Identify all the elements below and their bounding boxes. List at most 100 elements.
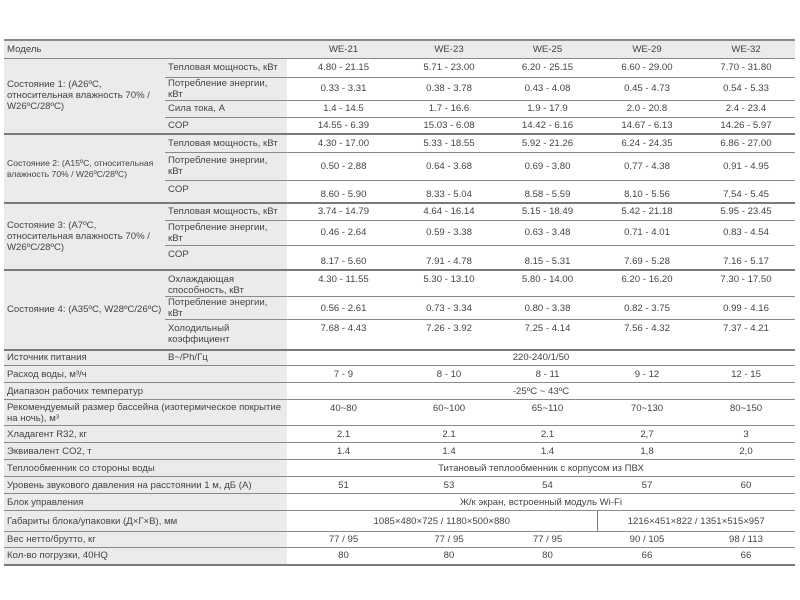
value-cell: 65~110 (498, 399, 597, 426)
value-cell: 7.91 - 4.78 (400, 245, 498, 271)
spec-label: Блок управления (4, 493, 287, 511)
value-cell: 54 (498, 476, 597, 494)
value-cell: 1.4 (498, 442, 597, 460)
value-cell: 0.91 - 4.95 (697, 152, 795, 181)
value-cell: 66 (697, 547, 795, 566)
value-cell: 0.54 - 5.33 (697, 77, 795, 101)
parameter-label: Потребление энергии, кВт (165, 152, 287, 181)
value-cell: 0.59 - 3.38 (400, 220, 498, 246)
parameter-label: Охлаждающая способность, кВт (165, 270, 287, 297)
model-name: WE-21 (287, 39, 400, 59)
value-cell: 5.42 - 21.18 (597, 203, 697, 221)
parameter-label: Потребление энергии, кВт (165, 220, 287, 246)
value-cell: 1.4 - 14.5 (287, 100, 400, 118)
value-cell: 0.82 - 3.75 (597, 296, 697, 320)
value-cell: 8.10 - 5.56 (597, 180, 697, 204)
value-cell: 0.71 - 4.01 (597, 220, 697, 246)
power-label: Источник питания (4, 349, 165, 366)
value-cell: 14.55 - 6.39 (287, 117, 400, 135)
condition-row: Состояние 4: (A35ºC, W28ºC/26ºC) Охлаждаю… (4, 270, 795, 351)
value-cell: 9 - 12 (597, 365, 697, 383)
value-cell: 7.70 - 31.80 (697, 58, 795, 78)
spanned-value: Ж/к экран, встроенный модуль Wi-Fi (287, 493, 795, 511)
spec-label: Хладагент R32, кг (4, 425, 287, 443)
value-cell: 3.74 - 14.79 (287, 203, 400, 221)
value-cell: 4.30 - 11.55 (287, 270, 400, 297)
value-cell: 4.64 - 16.14 (400, 203, 498, 221)
model-header-label: Модель (4, 39, 287, 59)
value-cell: 90 / 105 (597, 531, 697, 548)
spec-label: Диапазон рабочих температур (4, 382, 287, 400)
value-cell: 0.50 - 2.88 (287, 152, 400, 181)
value-cell: 0.77 - 4.38 (597, 152, 697, 181)
value-cell: 14.67 - 6.13 (597, 117, 697, 135)
parameter-label: Потребление энергии, кВт (165, 77, 287, 101)
parameter-label: Тепловая мощность, кВт (165, 203, 287, 221)
spec-row: Габариты блока/упаковки (Д×Г×В), мм 1085×… (4, 510, 795, 532)
spec-row: Рекомендуемый размер бассейна (изотермич… (4, 399, 795, 426)
value-cell: 80 (287, 547, 400, 566)
value-cell: 7.37 - 4.21 (697, 319, 795, 351)
value-cell: 7.54 - 5.45 (697, 180, 795, 204)
value-cell: 60~100 (400, 399, 498, 426)
value-cell: 2.4 - 23.4 (697, 100, 795, 118)
spec-row: Кол-во погрузки, 40HQ 80 80 80 66 66 (4, 547, 795, 566)
value-cell: 0.33 - 3.31 (287, 77, 400, 101)
value-cell: 0.56 - 2.61 (287, 296, 400, 320)
value-cell: 0.43 - 4.08 (498, 77, 597, 101)
condition-row: COP 8.60 - 5.90 8.33 - 5.04 8.58 - 5.59 8.10… (4, 180, 795, 204)
value-cell: 8 - 10 (400, 365, 498, 383)
value-cell: 5.15 - 18.49 (498, 203, 597, 221)
value-cell: 5.92 - 21.26 (498, 134, 597, 153)
spec-label: Расход воды, м³/ч (4, 365, 287, 383)
condition-row: Потребление энергии, кВт 0.46 - 2.64 0.59 … (4, 220, 795, 246)
value-cell: 5.30 - 13.10 (400, 270, 498, 297)
condition-row: Сила тока, A 1.4 - 14.5 1.7 - 16.6 1.9 - 17… (4, 100, 795, 118)
value-cell: 57 (597, 476, 697, 494)
value-cell: 0.38 - 3.78 (400, 77, 498, 101)
value-cell: 8.15 - 5.31 (498, 245, 597, 271)
value-cell: 6.20 - 16.20 (597, 270, 697, 297)
model-name: WE-25 (498, 39, 597, 59)
spec-row: Хладагент R32, кг 2.1 2.1 2.1 2,7 3 (4, 425, 795, 443)
value-cell: 0.80 - 3.38 (498, 296, 597, 320)
parameter-label: Тепловая мощность, кВт (165, 58, 287, 78)
parameter-label: Холодильный коэффициент (165, 319, 287, 351)
condition-row: COP 14.55 - 6.39 15.03 - 6.08 14.42 - 6.16 1… (4, 117, 795, 135)
spec-label: Кол-во погрузки, 40HQ (4, 547, 287, 566)
value-cell: 2.1 (498, 425, 597, 443)
value-cell: 51 (287, 476, 400, 494)
value-cell: 1.4 (287, 442, 400, 460)
parameter-label: COP (165, 117, 287, 135)
condition-row: Потребление энергии, кВт 0.50 - 2.88 0.64 … (4, 152, 795, 181)
condition-row: Состояние 2: (A15ºC, относительная влажн… (4, 134, 795, 204)
power-unit: В~/Ph/Гц (165, 349, 287, 366)
value-cell: 77 / 95 (400, 531, 498, 548)
value-cell: 14.26 - 5.97 (697, 117, 795, 135)
spec-row: Теплообменник со стороны воды Титановый т… (4, 459, 795, 477)
condition-row: Состояние 3: (A7ºC, относительная влажно… (4, 203, 795, 271)
value-cell: 77 / 95 (287, 531, 400, 548)
spec-row: Уровень звукового давления на расстоянии… (4, 476, 795, 494)
value-cell: 8.60 - 5.90 (287, 180, 400, 204)
spec-row: Диапазон рабочих температур -25ºC ~ 43ºC (4, 382, 795, 400)
spec-row: Вес нетто/брутто, кг 77 / 95 77 / 95 77 / 9… (4, 531, 795, 548)
value-cell: 8.58 - 5.59 (498, 180, 597, 204)
parameter-label: COP (165, 245, 287, 271)
value-cell: 98 / 113 (697, 531, 795, 548)
value-cell: 5.71 - 23.00 (400, 58, 498, 78)
spec-label: Рекомендуемый размер бассейна (изотермич… (4, 399, 287, 426)
value-cell: 4.30 - 17.00 (287, 134, 400, 153)
value-cell: 0.83 - 4.54 (697, 220, 795, 246)
value-cell: 2.1 (287, 425, 400, 443)
model-name: WE-29 (597, 39, 697, 59)
dimensions-value: 1216×451×822 / 1351×515×957 (597, 510, 795, 532)
value-cell: 2.0 - 20.8 (597, 100, 697, 118)
value-cell: 80 (400, 547, 498, 566)
value-cell: 8.33 - 5.04 (400, 180, 498, 204)
condition-label: Состояние 2: (A15ºC, относительная влажн… (4, 134, 165, 204)
parameter-label: COP (165, 180, 287, 204)
value-cell: 8 - 11 (498, 365, 597, 383)
condition-row: Холодильный коэффициент 7.68 - 4.43 7.26 -… (4, 319, 795, 351)
